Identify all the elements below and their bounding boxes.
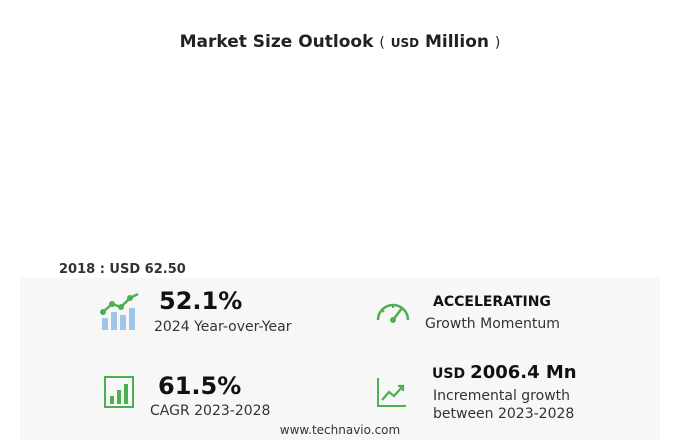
chart-title: Market Size Outlook ( USD Million ): [0, 32, 680, 52]
incremental-value: 2006.4 Mn: [470, 362, 577, 383]
incremental-label-2: between 2023-2028: [433, 406, 575, 422]
title-unit: USD: [390, 36, 420, 50]
cagr-icon: [104, 376, 134, 410]
title-close-paren: ): [494, 35, 501, 51]
chart-title-main: Market Size Outlook: [179, 32, 374, 52]
footer-url: www.technavio.com: [279, 423, 401, 437]
chart-plot-area: [40, 60, 640, 255]
chart-svg: [40, 60, 640, 255]
speedometer-icon: [374, 296, 412, 324]
yoy-icon: [100, 292, 142, 332]
base-year-label: 2018 : USD 62.50: [59, 262, 186, 277]
incremental-label-1: Incremental growth: [433, 388, 571, 404]
yoy-label: 2024 Year-over-Year: [154, 319, 292, 335]
title-open-paren: (: [379, 35, 385, 51]
stats-panel: 52.1% 2024 Year-over-Year ACCELERATING G…: [20, 278, 660, 440]
yoy-value: 52.1%: [159, 287, 243, 315]
momentum-label: Growth Momentum: [425, 316, 560, 332]
incremental-unit: USD: [432, 366, 466, 382]
cagr-value: 61.5%: [158, 372, 242, 400]
trend-up-icon: [376, 376, 408, 408]
incremental-value-wrap: USD 2006.4 Mn: [432, 362, 577, 383]
momentum-value: ACCELERATING: [433, 294, 551, 310]
title-unit-word: Million: [424, 32, 489, 52]
cagr-label: CAGR 2023-2028: [150, 403, 271, 419]
